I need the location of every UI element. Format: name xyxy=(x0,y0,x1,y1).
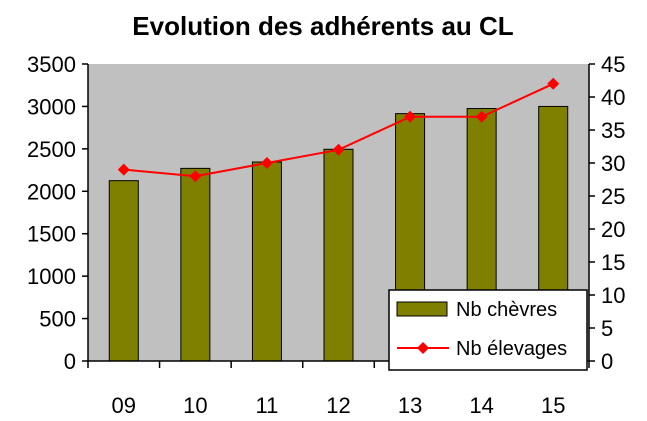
y2-tick-label-20: 20 xyxy=(601,217,625,242)
y2-tick-label-5: 5 xyxy=(601,316,613,341)
point-09 xyxy=(117,163,130,176)
y2-tick-label-40: 40 xyxy=(601,85,625,110)
y-tick-label-3500: 3500 xyxy=(27,52,76,77)
y-tick-label-1000: 1000 xyxy=(27,264,76,289)
y2-tick-label-30: 30 xyxy=(601,151,625,176)
x-tick-label-15: 15 xyxy=(541,393,565,418)
x-tick-label-10: 10 xyxy=(183,393,207,418)
y2-tick-label-10: 10 xyxy=(601,283,625,308)
point-14 xyxy=(475,110,488,123)
bar-11 xyxy=(251,161,282,362)
y-tick-label-1500: 1500 xyxy=(27,222,76,247)
line-series-group xyxy=(117,77,560,183)
legend-label-bar: Nb chèvres xyxy=(456,299,557,321)
bar-09 xyxy=(108,180,139,362)
legend: Nb chèvres Nb élevages xyxy=(388,289,588,371)
bar-group xyxy=(108,105,569,362)
point-10 xyxy=(189,170,202,183)
x-tick-label-13: 13 xyxy=(398,393,422,418)
y-tick-label-500: 500 xyxy=(39,307,76,332)
chart-title: Evolution des adhérents au CL xyxy=(132,11,514,41)
bar-10 xyxy=(180,167,211,362)
legend-marker xyxy=(417,342,429,354)
bar-12 xyxy=(323,148,354,362)
y-tick-label-2000: 2000 xyxy=(27,179,76,204)
x-tick-label-11: 11 xyxy=(256,393,279,418)
point-13 xyxy=(404,110,417,123)
y2-tick-label-0: 0 xyxy=(601,349,613,374)
x-tick-label-14: 14 xyxy=(469,393,493,418)
point-12 xyxy=(332,143,345,156)
axes-group: 0 500 1000 1500 2000 2500 3000 3500 0 5 10 15 20 25 30… xyxy=(27,52,625,418)
x-tick-label-09: 09 xyxy=(112,393,136,418)
legend-swatch-bar xyxy=(396,301,448,317)
legend-label-line: Nb élevages xyxy=(456,338,567,360)
y-tick-label-3000: 3000 xyxy=(27,94,76,119)
y-tick-label-0: 0 xyxy=(64,349,76,374)
point-11 xyxy=(260,157,273,169)
x-tick-label-12: 12 xyxy=(326,393,350,418)
y2-tick-label-45: 45 xyxy=(601,52,625,77)
y-tick-label-2500: 2500 xyxy=(27,137,76,162)
point-15 xyxy=(547,77,560,90)
y2-tick-label-25: 25 xyxy=(601,184,625,209)
y2-tick-label-15: 15 xyxy=(601,250,625,275)
y2-tick-label-35: 35 xyxy=(601,118,625,143)
